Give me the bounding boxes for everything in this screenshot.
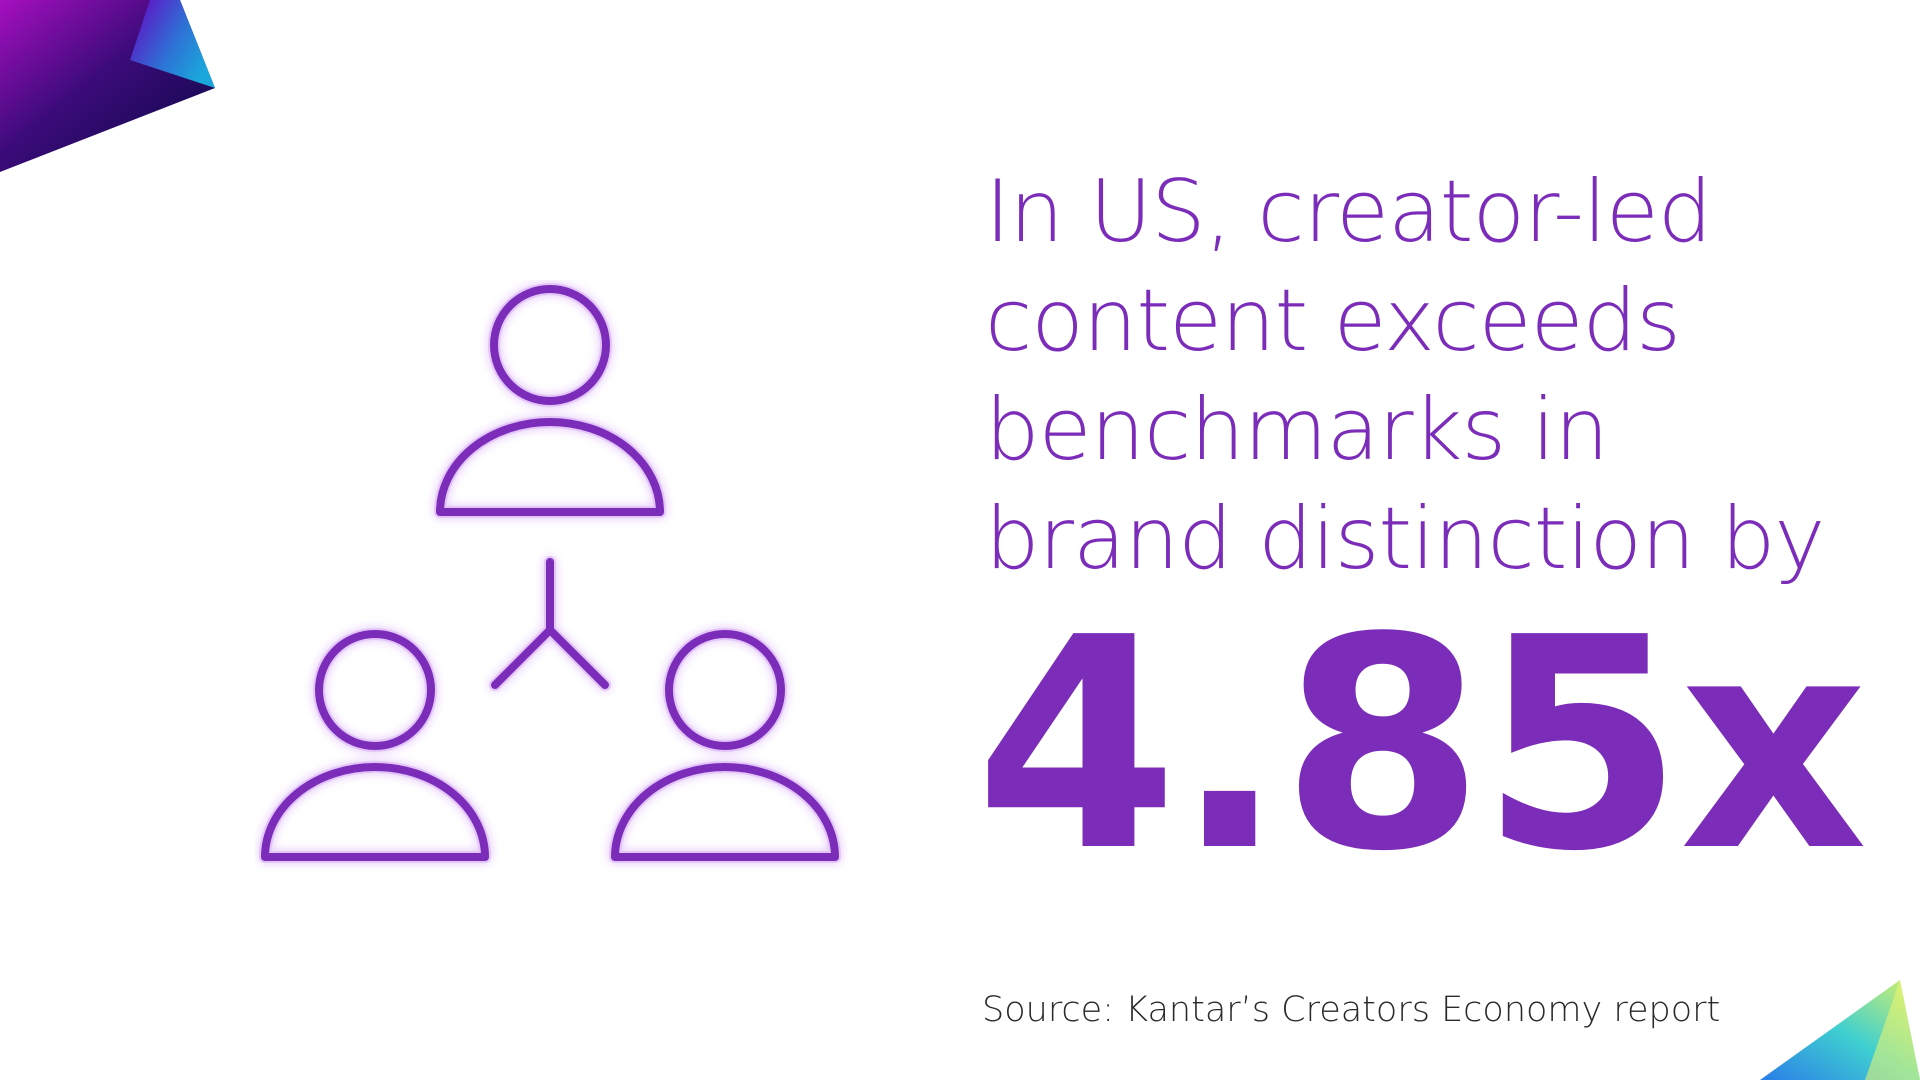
headline-line-2: content exceeds	[985, 271, 1681, 371]
stat-value: 4.85x	[975, 575, 1868, 915]
corner-gradient-shape-bottom-right	[1760, 980, 1920, 1080]
headline-line-1: In US, creator-led	[985, 162, 1712, 262]
headline-line-3: benchmarks in	[985, 380, 1609, 480]
right-person-body	[611, 763, 839, 861]
left-person-body	[261, 763, 489, 861]
top-person-head	[490, 285, 610, 405]
left-person-head	[315, 630, 435, 750]
corner-gradient-shape-top-left	[0, 0, 215, 172]
headline-line-4: brand distinction by	[985, 489, 1825, 589]
people-network-icon	[259, 283, 841, 863]
headline: In US, creator-led content exceeds bench…	[985, 158, 1885, 594]
connector-lines	[491, 558, 609, 689]
top-person-body	[436, 418, 664, 516]
right-person-head	[665, 630, 785, 750]
source-citation: Source: Kantar’s Creators Economy report	[982, 990, 1721, 1030]
